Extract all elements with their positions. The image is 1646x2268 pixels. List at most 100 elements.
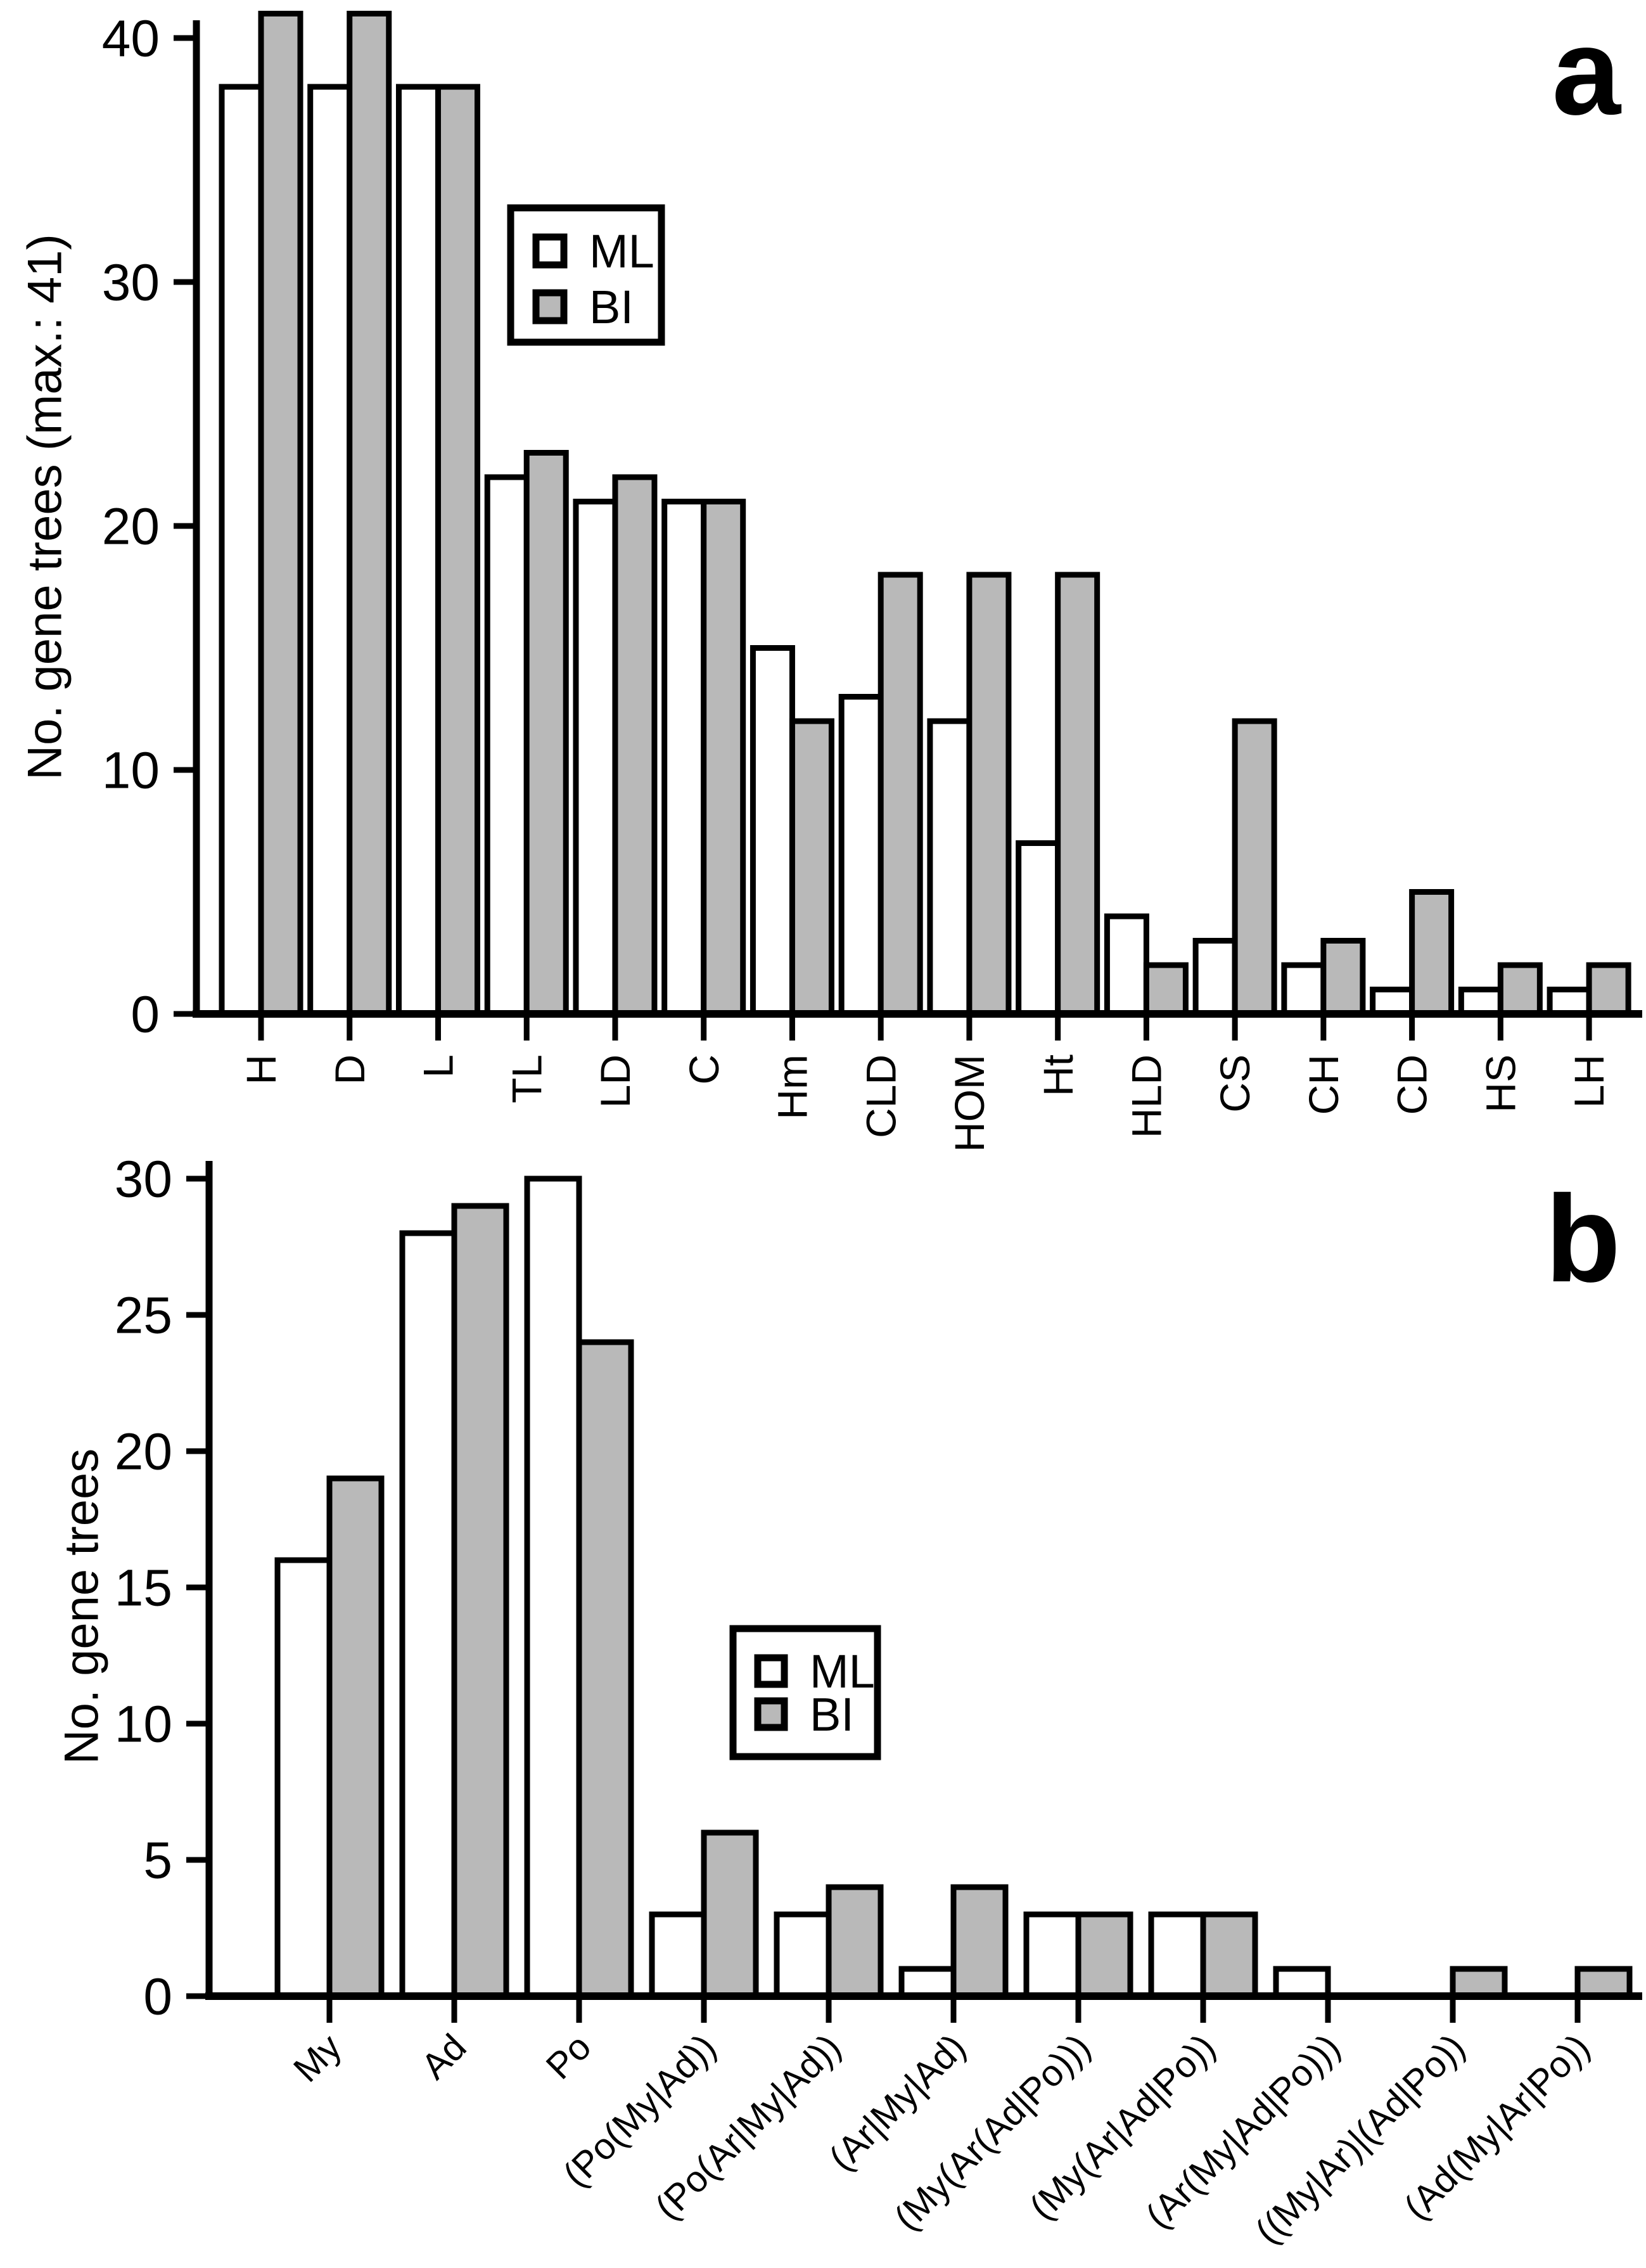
svg-text:HS: HS: [1477, 1054, 1524, 1113]
bar-a-8-ML: [838, 694, 884, 1017]
bar-b-6-ML: [898, 1966, 957, 1999]
bar-a-13-BI: [1320, 938, 1366, 1017]
x-tick-label-a-15: HS: [1477, 1054, 1524, 1113]
bar-b-5-ML: [774, 1911, 832, 1999]
bar-a-5-ML: [573, 499, 618, 1017]
bar-a-9-BI: [966, 572, 1012, 1017]
y-tick-label-a-30: 30: [102, 254, 160, 312]
x-tick-label-b-2: Ad: [413, 2027, 474, 2087]
bar-b-2-ML: [399, 1230, 457, 1999]
bar-a-6-ML: [661, 499, 707, 1017]
x-tick-label-a-2: D: [326, 1054, 373, 1085]
panel-a: 0 10 20 30 40 H D L TL LD C Hm CLD HOM Ht HLD CS CH CD HS LH…: [18, 3, 1642, 1152]
bar-b-4-BI: [701, 1829, 759, 1999]
svg-text:D: D: [326, 1054, 373, 1085]
y-tick-label-a-10: 10: [102, 742, 160, 800]
svg-text:CS: CS: [1211, 1054, 1258, 1113]
svg-text:H: H: [238, 1054, 284, 1085]
bar-a-10-BI: [1055, 572, 1101, 1017]
bar-b-11-BI: [1574, 1966, 1633, 1999]
bar-b-9-ML: [1273, 1966, 1331, 1999]
svg-text:LD: LD: [592, 1054, 639, 1108]
bar-a-1-BI: [258, 11, 303, 1017]
svg-text:HOM: HOM: [946, 1054, 993, 1152]
x-tick-label-a-9: HOM: [946, 1054, 993, 1152]
legend-swatch-a-BI: [532, 289, 568, 324]
svg-text:CD: CD: [1389, 1054, 1436, 1115]
y-axis-title-a: No. gene trees (max.: 41): [18, 234, 72, 780]
legend-box-b: [729, 1625, 881, 1760]
bar-a-15-BI: [1497, 962, 1543, 1017]
svg-text:Hm: Hm: [769, 1054, 816, 1120]
bar-b-1-ML: [274, 1557, 333, 1999]
panel-b-bars: [274, 1176, 1633, 1999]
bar-b-10-BI: [1450, 1966, 1508, 1999]
bar-a-1-ML: [219, 84, 264, 1017]
legend-swatch-a-ML: [532, 233, 568, 269]
legend-label-a-ML: ML: [589, 225, 654, 278]
bar-a-11-BI: [1143, 962, 1189, 1017]
bar-b-6-BI: [950, 1884, 1009, 1999]
bar-a-10-ML: [1016, 840, 1061, 1017]
x-tick-label-a-11: HLD: [1123, 1054, 1170, 1138]
y-tick-label-b-10: 10: [115, 1696, 172, 1753]
x-tick-label-a-13: CH: [1300, 1054, 1347, 1115]
x-tick-label-a-6: C: [680, 1054, 727, 1085]
bar-a-12-ML: [1192, 938, 1238, 1017]
svg-text:C: C: [680, 1054, 727, 1085]
y-tick-label-b-0: 0: [143, 1968, 172, 2026]
svg-text:((My|Ar)|(Ad|Po)): ((My|Ar)|(Ad|Po)): [1247, 2027, 1473, 2252]
bar-a-7-BI: [789, 718, 834, 1017]
x-tick-label-b-10: ((My|Ar)|(Ad|Po)): [1247, 2027, 1473, 2252]
svg-text:HLD: HLD: [1123, 1054, 1170, 1138]
x-tick-label-a-3: L: [415, 1054, 462, 1078]
svg-text:TL: TL: [503, 1054, 550, 1103]
bar-a-2-BI: [347, 11, 392, 1017]
x-tick-label-a-4: TL: [503, 1054, 550, 1103]
y-tick-label-b-25: 25: [115, 1287, 172, 1345]
bar-a-6-BI: [701, 499, 746, 1017]
y-tick-label-a-0: 0: [131, 986, 160, 1044]
bar-a-7-ML: [750, 645, 795, 1017]
bar-b-2-BI: [451, 1203, 509, 1999]
legend-swatch-b-BI: [754, 1697, 788, 1731]
bar-a-9-ML: [927, 718, 973, 1017]
legend-swatch-b-ML: [754, 1654, 788, 1688]
x-tick-label-a-1: H: [238, 1054, 284, 1085]
svg-text:L: L: [415, 1054, 462, 1078]
bar-a-3-BI: [435, 84, 480, 1017]
x-tick-label-b-1: My: [286, 2027, 350, 2091]
bar-b-4-ML: [649, 1911, 707, 1999]
y-axis-title-b: No. gene trees: [55, 1449, 109, 1765]
legend-label-b-BI: BI: [810, 1688, 854, 1741]
x-tick-label-a-14: CD: [1389, 1054, 1436, 1115]
y-tick-label-b-30: 30: [115, 1151, 172, 1208]
svg-text:CH: CH: [1300, 1054, 1347, 1115]
bar-b-8-BI: [1200, 1911, 1258, 1999]
svg-text:Po: Po: [538, 2027, 599, 2087]
y-tick-label-b-5: 5: [143, 1832, 172, 1890]
y-tick-label-a-20: 20: [102, 498, 160, 556]
bar-b-3-ML: [524, 1176, 582, 1999]
bar-b-7-BI: [1075, 1911, 1133, 1999]
bar-a-2-ML: [307, 84, 353, 1017]
svg-text:No. gene trees (max.: 41): No. gene trees (max.: 41): [18, 234, 72, 780]
legend-label-b-ML: ML: [810, 1645, 875, 1698]
x-tick-label-a-8: CLD: [857, 1054, 904, 1138]
svg-text:No. gene trees: No. gene trees: [55, 1449, 109, 1765]
bar-a-11-ML: [1104, 913, 1149, 1017]
bar-a-4-ML: [484, 474, 530, 1017]
bar-a-16-BI: [1586, 962, 1631, 1017]
bar-a-3-ML: [395, 84, 441, 1017]
legend-label-a-BI: BI: [589, 281, 634, 333]
bar-b-5-BI: [826, 1884, 884, 1999]
x-tick-label-a-10: Ht: [1035, 1054, 1081, 1096]
y-tick-label-a-40: 40: [102, 10, 160, 68]
x-tick-label-a-16: LH: [1566, 1054, 1612, 1108]
svg-text:Ad: Ad: [413, 2027, 474, 2087]
